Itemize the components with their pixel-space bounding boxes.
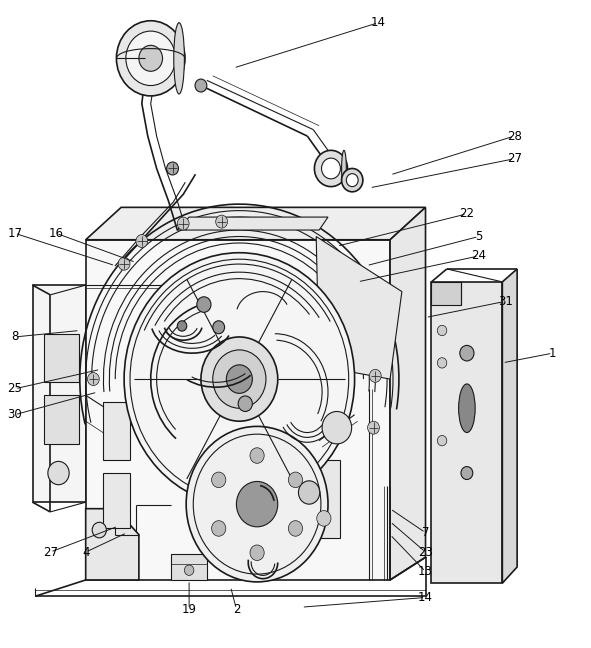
Circle shape — [437, 435, 447, 446]
Polygon shape — [290, 460, 340, 538]
Polygon shape — [431, 282, 461, 305]
Circle shape — [87, 373, 99, 386]
Circle shape — [216, 215, 228, 228]
Circle shape — [126, 31, 176, 86]
Circle shape — [139, 45, 163, 71]
Polygon shape — [86, 509, 139, 580]
Circle shape — [167, 162, 178, 175]
Ellipse shape — [459, 384, 475, 433]
Text: 19: 19 — [181, 603, 197, 616]
Polygon shape — [171, 554, 207, 580]
Circle shape — [184, 565, 194, 575]
Text: 14: 14 — [371, 16, 386, 29]
Text: 13: 13 — [418, 565, 433, 578]
Circle shape — [288, 472, 303, 488]
Text: 30: 30 — [8, 408, 22, 421]
Circle shape — [177, 321, 187, 331]
Circle shape — [226, 365, 252, 393]
Polygon shape — [390, 207, 426, 580]
Text: 31: 31 — [498, 295, 513, 308]
Circle shape — [437, 358, 447, 368]
Ellipse shape — [342, 150, 346, 187]
Circle shape — [118, 257, 130, 270]
Circle shape — [136, 235, 148, 248]
Text: 28: 28 — [506, 130, 522, 143]
Circle shape — [238, 396, 252, 411]
Text: 24: 24 — [471, 249, 486, 262]
Circle shape — [461, 467, 473, 480]
Polygon shape — [33, 285, 86, 502]
Text: 2: 2 — [233, 603, 240, 616]
Circle shape — [288, 521, 303, 537]
Text: 1: 1 — [549, 347, 556, 360]
Polygon shape — [431, 282, 502, 583]
Circle shape — [322, 411, 352, 444]
Circle shape — [317, 511, 331, 526]
Text: 17: 17 — [7, 227, 22, 240]
Circle shape — [213, 321, 225, 334]
Circle shape — [92, 522, 106, 538]
Ellipse shape — [174, 23, 184, 94]
Circle shape — [342, 168, 363, 192]
Polygon shape — [103, 402, 130, 460]
Text: 5: 5 — [475, 230, 482, 243]
Circle shape — [250, 448, 264, 463]
Circle shape — [116, 21, 185, 96]
Polygon shape — [502, 269, 517, 583]
Circle shape — [314, 150, 348, 187]
Circle shape — [213, 350, 266, 408]
Circle shape — [322, 158, 340, 179]
Polygon shape — [44, 334, 79, 382]
Text: 4: 4 — [82, 546, 89, 559]
Polygon shape — [177, 217, 328, 230]
Circle shape — [346, 174, 358, 187]
Circle shape — [177, 217, 189, 230]
Polygon shape — [44, 395, 79, 444]
Text: 27: 27 — [43, 546, 58, 559]
Circle shape — [460, 345, 474, 361]
Circle shape — [437, 325, 447, 336]
Text: 27: 27 — [506, 152, 522, 165]
Polygon shape — [316, 237, 402, 379]
Circle shape — [368, 421, 379, 434]
Circle shape — [197, 297, 211, 312]
Circle shape — [195, 79, 207, 92]
Circle shape — [212, 472, 226, 488]
Text: 7: 7 — [422, 526, 429, 539]
Polygon shape — [86, 240, 390, 580]
Polygon shape — [86, 207, 426, 240]
Circle shape — [369, 369, 381, 382]
Circle shape — [124, 253, 355, 505]
Text: 22: 22 — [459, 207, 475, 220]
Polygon shape — [103, 473, 130, 528]
Circle shape — [186, 426, 328, 582]
Circle shape — [250, 545, 264, 561]
Circle shape — [298, 481, 320, 504]
Text: 8: 8 — [11, 330, 18, 343]
Text: 23: 23 — [418, 546, 433, 559]
Circle shape — [236, 481, 278, 527]
Text: 16: 16 — [48, 227, 64, 240]
Text: 14: 14 — [418, 591, 433, 604]
Circle shape — [48, 461, 69, 485]
Text: 25: 25 — [7, 382, 22, 395]
Circle shape — [212, 521, 226, 537]
Circle shape — [201, 337, 278, 421]
